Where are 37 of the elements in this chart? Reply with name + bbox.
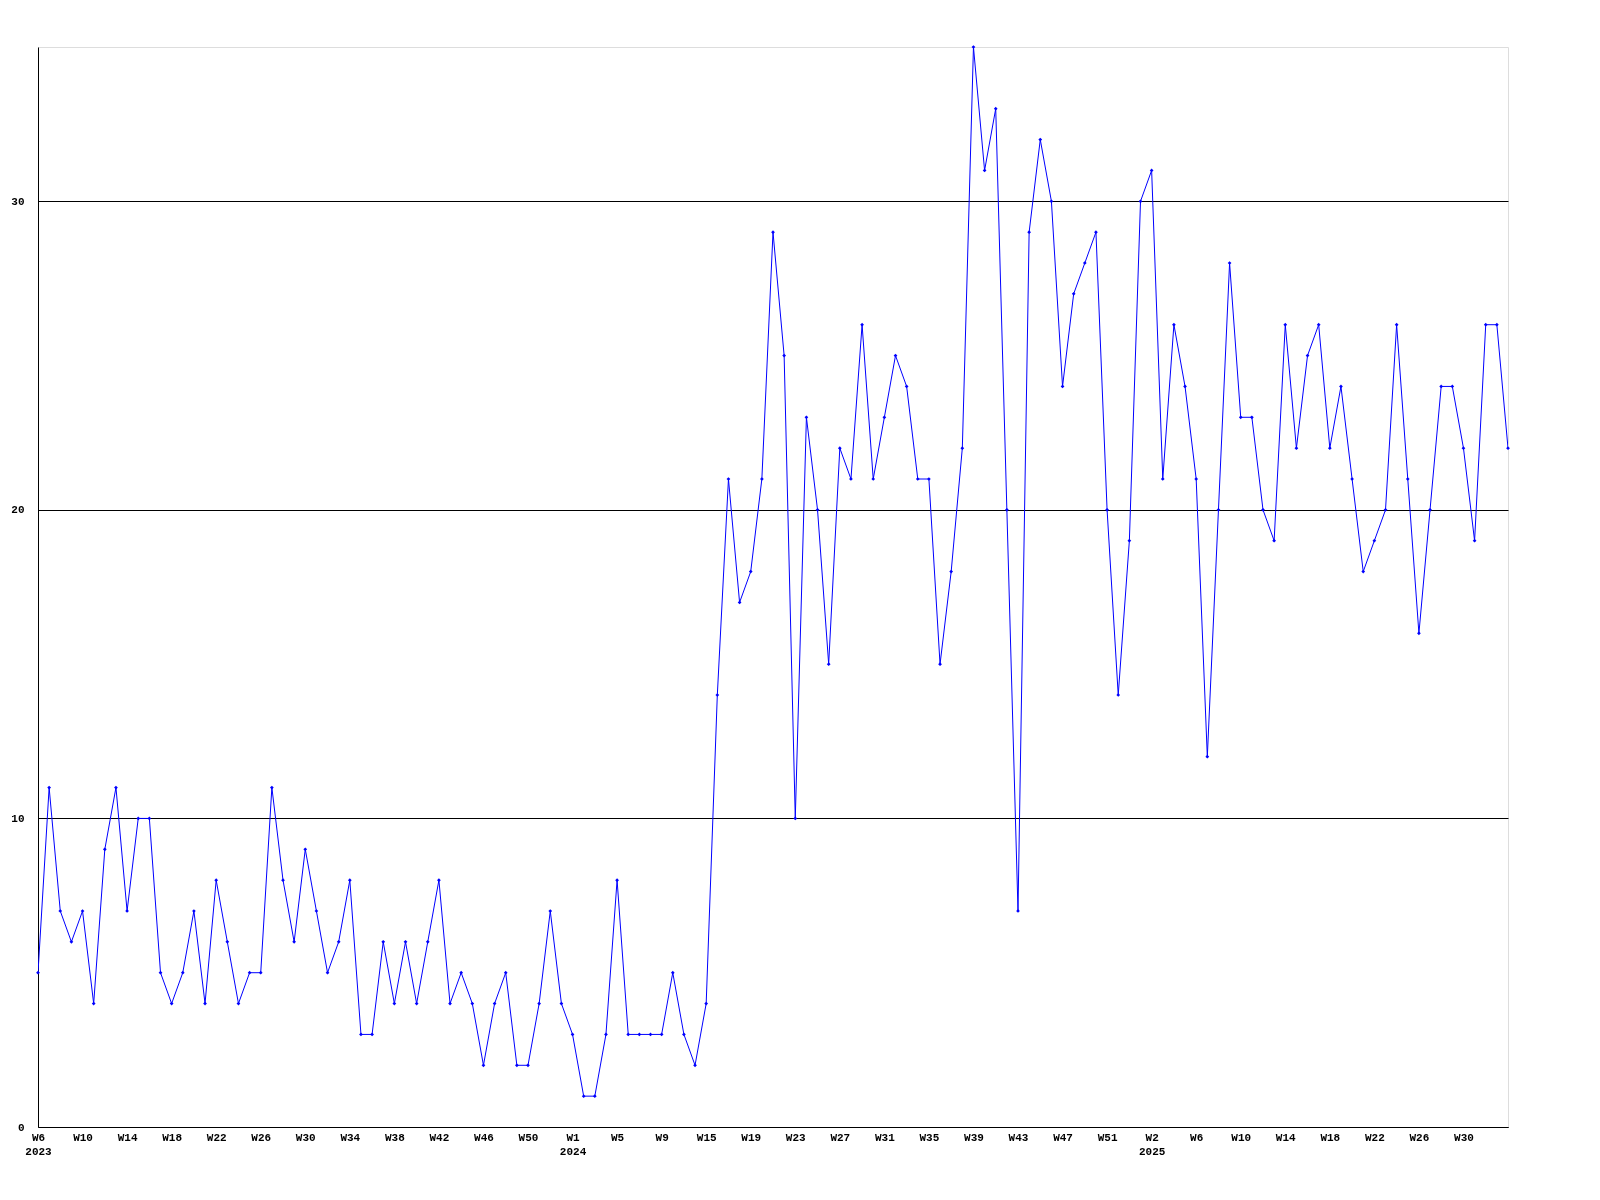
x-tick-label: W47 bbox=[1053, 1131, 1073, 1144]
x-tick-label: W14 bbox=[1275, 1131, 1297, 1144]
x-tick-label: W31 bbox=[874, 1131, 896, 1144]
x-tick-label: W6 2023 bbox=[25, 1131, 53, 1158]
x-tick-label: W6 bbox=[1190, 1131, 1204, 1144]
x-tick-label: W10 bbox=[1231, 1131, 1252, 1144]
x-tick-label: W42 bbox=[429, 1131, 450, 1144]
x-tick-label: W46 bbox=[474, 1131, 494, 1144]
x-tick-label: W23 bbox=[785, 1131, 807, 1144]
x-tick-label: W39 bbox=[964, 1131, 984, 1144]
x-tick-label: W35 bbox=[919, 1131, 940, 1144]
x-tick-label: W22 bbox=[1364, 1131, 1385, 1144]
x-tick-label: W15 bbox=[696, 1131, 717, 1144]
y-tick-label: 20 bbox=[11, 504, 25, 517]
x-tick-label: W19 bbox=[741, 1131, 762, 1144]
x-tick-label: W9 bbox=[655, 1131, 669, 1144]
x-tick-label: W30 bbox=[295, 1131, 316, 1144]
x-tick-label: W10 bbox=[73, 1131, 93, 1144]
x-tick-label: W30 bbox=[1454, 1131, 1474, 1144]
x-tick-label: W5 bbox=[610, 1131, 625, 1144]
y-tick-label: 30 bbox=[11, 195, 25, 208]
x-tick-label: W1 2024 bbox=[559, 1131, 587, 1158]
x-tick-label: W26 bbox=[1409, 1131, 1430, 1144]
x-tick-label: W34 bbox=[340, 1131, 361, 1144]
x-tick-label: W14 bbox=[117, 1131, 138, 1144]
y-tick-label: 10 bbox=[11, 812, 25, 825]
x-tick-label: W50 bbox=[518, 1131, 539, 1144]
x-tick-label: W2 2025 bbox=[1138, 1131, 1166, 1158]
x-tick-label: W27 bbox=[830, 1131, 851, 1144]
x-tick-label: W43 bbox=[1008, 1131, 1029, 1144]
x-tick-label: W26 bbox=[251, 1131, 272, 1144]
x-tick-label: W18 bbox=[162, 1131, 183, 1144]
x-tick-label: W18 bbox=[1320, 1131, 1341, 1144]
x-tick-label: W51 bbox=[1097, 1131, 1118, 1144]
x-tick-label: W38 bbox=[384, 1131, 406, 1144]
x-tick-label: W22 bbox=[206, 1131, 227, 1144]
y-tick-label: 0 bbox=[17, 1121, 25, 1134]
